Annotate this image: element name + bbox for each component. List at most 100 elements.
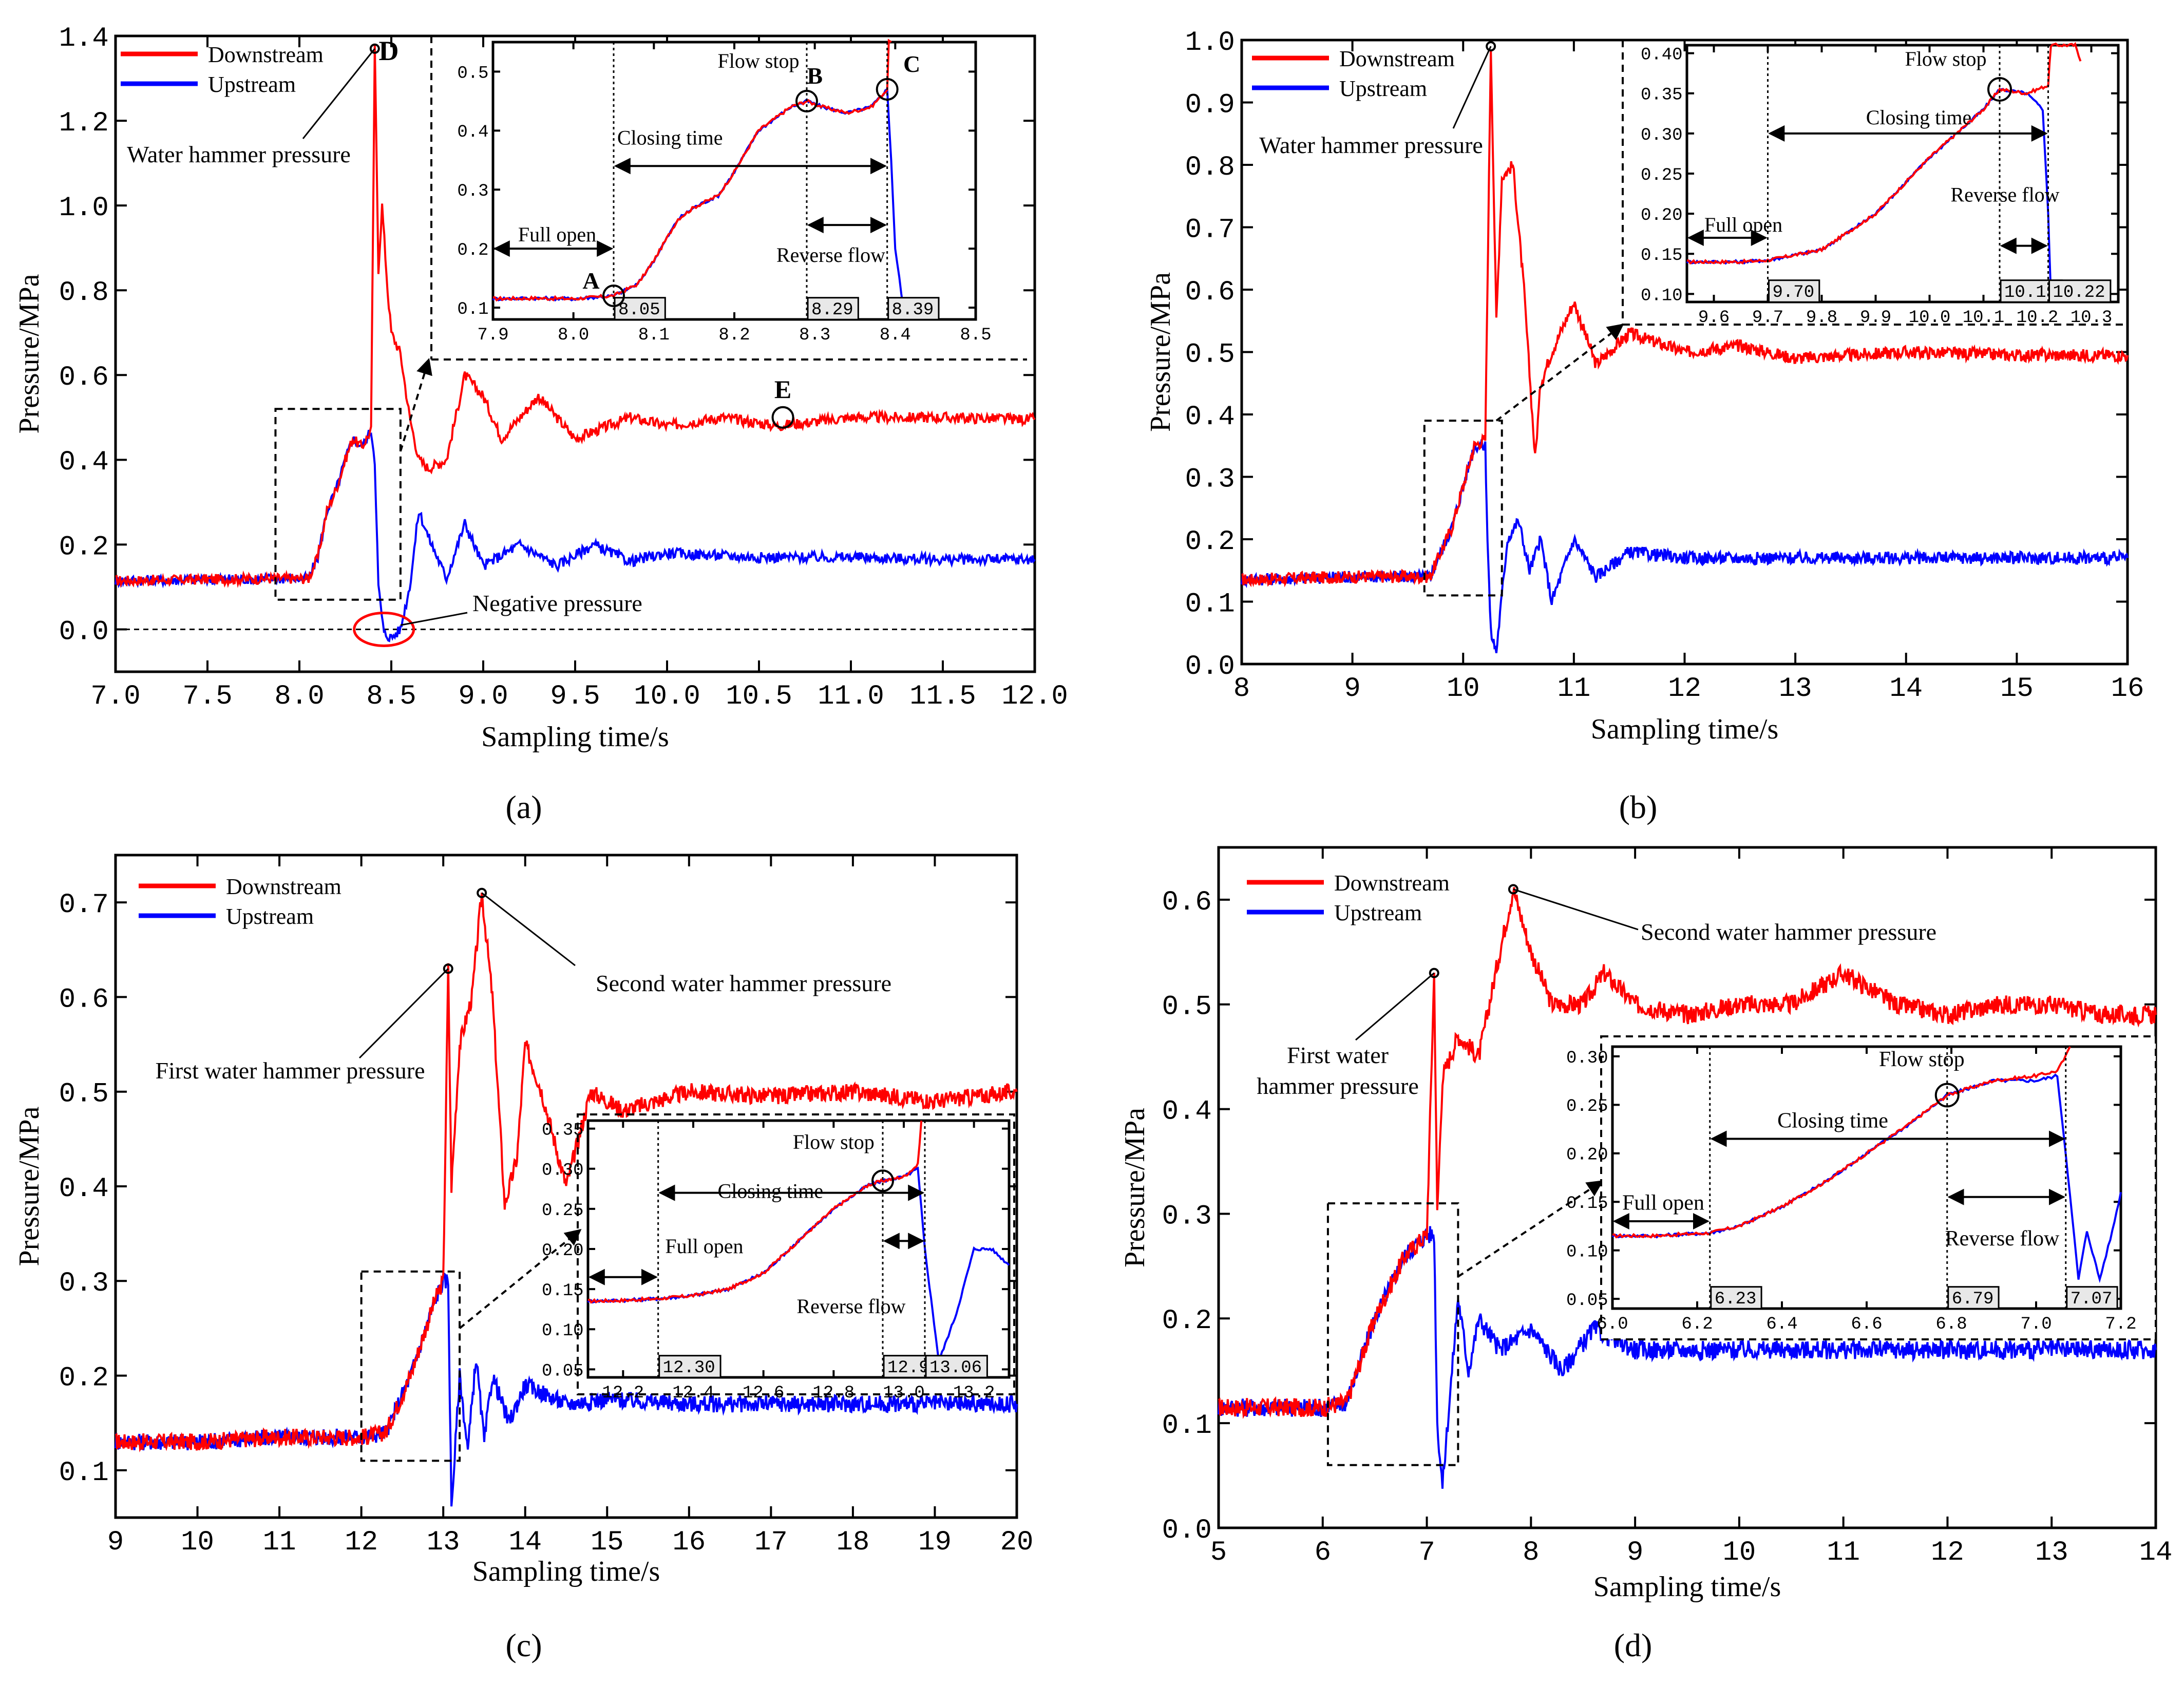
inset-x-tick-label: 8.2 — [718, 326, 750, 345]
closing-time-label: Closing time — [1866, 106, 1972, 129]
x-axis-title: Sampling time/s — [1593, 1571, 1781, 1603]
first-water-hammer-leader — [358, 968, 449, 1059]
y-tick-label: 0.6 — [59, 362, 109, 393]
flow-stop-circle — [1987, 77, 2012, 102]
inset-y-tick-label: 0.1 — [457, 300, 488, 319]
zoom-region-box — [360, 1270, 461, 1462]
inset-marker-label-box — [807, 297, 859, 320]
x-tick-label: 8.0 — [274, 681, 324, 712]
panel-a: 7.0 7.5 8.0 8.5 9.0 9.5 10.0 10.5 11.0 11.5 12.0 0.… — [13, 23, 1068, 825]
x-tick-label: 11 — [1827, 1537, 1860, 1568]
legend-upstream-label: Upstream — [1334, 900, 1422, 925]
inset-y-tick-label: 0.10 — [1566, 1243, 1608, 1262]
inset-y-tick-label: 0.2 — [457, 241, 488, 260]
y-tick-label: 0.4 — [1162, 1096, 1212, 1128]
x-tick-label: 20 — [1000, 1527, 1034, 1558]
y-tick-label: 0.2 — [59, 1362, 109, 1394]
inset-background — [493, 42, 976, 319]
x-tick-label: 12.0 — [1001, 681, 1068, 712]
x-tick-label: 10.0 — [634, 681, 700, 712]
first-peak-marker — [443, 963, 453, 974]
y-tick-label: 0.3 — [1185, 464, 1235, 495]
inset-x-tick-label: 8.0 — [558, 326, 589, 345]
zoom-arrow — [459, 1228, 582, 1329]
negative-pressure-leader — [400, 612, 468, 626]
x-tick-label: 16 — [672, 1527, 706, 1558]
x-tick-label: 13 — [427, 1527, 460, 1558]
inset-x-tick-label: 12.2 — [602, 1384, 644, 1403]
inset-x-tick-label: 9.8 — [1806, 308, 1837, 328]
zoom-region-box — [1423, 420, 1503, 597]
inset-x-tick-label: 10.0 — [1909, 308, 1951, 328]
water-hammer-leader — [1452, 46, 1492, 129]
inset-y-tick-label: 0.30 — [1566, 1049, 1608, 1068]
x-tick-label: 11 — [1557, 673, 1590, 705]
inset-y-tick-label: 0.15 — [542, 1281, 584, 1301]
inset-background — [588, 1121, 1009, 1377]
legend-upstream-label: Upstream — [1339, 76, 1427, 101]
inset-downstream-line — [492, 39, 892, 302]
flow-stop-circle — [1934, 1083, 1960, 1108]
x-tick-label: 17 — [754, 1527, 788, 1558]
inset-x-tick-label: 13.0 — [883, 1384, 925, 1403]
downstream-line — [1241, 50, 2129, 588]
reverse-flow-label: Reverse flow — [1950, 183, 2059, 206]
x-tick-label: 19 — [918, 1527, 952, 1558]
reverse-flow-label: Reverse flow — [776, 243, 885, 267]
inset-y-tick-label: 0.15 — [1641, 246, 1683, 266]
x-axis-title: Sampling time/s — [472, 1556, 660, 1587]
y-tick-label: 0.5 — [59, 1079, 109, 1110]
full-open-label: Full open — [1622, 1191, 1704, 1215]
inset-x-tick-label: 6.2 — [1681, 1315, 1713, 1334]
inset-marker-label-box — [1710, 1286, 1762, 1310]
y-tick-label: 1.0 — [1185, 27, 1235, 59]
first-water-hammer-label: First water hammer pressure — [155, 1057, 425, 1084]
inset-y-tick-label: 0.30 — [1641, 126, 1683, 145]
x-tick-label: 12 — [1668, 673, 1701, 705]
legend-downstream-label: Downstream — [208, 42, 324, 67]
inset-marker-label-box — [887, 297, 940, 320]
legend-downstream-label: Downstream — [1334, 870, 1450, 896]
legend-upstream-label: Upstream — [208, 72, 296, 97]
inset-background — [1612, 1047, 2121, 1309]
inset-x-tick-label: 13.2 — [953, 1384, 995, 1403]
upstream-line — [1241, 439, 2129, 653]
inset-x-tick-label: 10.3 — [2071, 308, 2113, 328]
second-water-hammer-leader — [481, 892, 576, 967]
zoom-region-box — [1326, 1202, 1459, 1466]
peak-marker-d — [369, 43, 380, 54]
reverse-flow-label: Reverse flow — [1945, 1227, 2060, 1251]
flow-stop-label: Flow stop — [1879, 1048, 1965, 1071]
inset-marker-label-box — [1947, 1286, 2000, 1310]
downstream-line — [115, 44, 1036, 589]
y-tick-label: 0.5 — [1185, 339, 1235, 370]
y-axis-title: Pressure/MPa — [1119, 1108, 1151, 1267]
inset-x-tick-label: 6.6 — [1851, 1315, 1882, 1334]
point-c-label: C — [903, 51, 920, 77]
first-water-hammer-label-1: First water — [1287, 1042, 1389, 1068]
y-tick-label: 0.0 — [1162, 1515, 1212, 1546]
y-tick-label: 0.7 — [59, 889, 109, 921]
point-d-label: D — [379, 35, 399, 66]
x-tick-label: 9 — [107, 1527, 124, 1558]
inset-y-tick-label: 0.10 — [1641, 286, 1683, 306]
inset-y-tick-label: 0.40 — [1641, 46, 1683, 65]
y-tick-label: 0.2 — [1185, 526, 1235, 558]
x-tick-label: 6 — [1315, 1537, 1331, 1568]
x-tick-label: 9.0 — [458, 681, 508, 712]
panel-label-d: (d) — [1614, 1627, 1653, 1663]
point-c-circle — [876, 78, 899, 101]
x-tick-label: 13 — [1779, 673, 1812, 705]
point-e-label: E — [774, 375, 791, 404]
inset-marker-label: 9.70 — [1773, 283, 1815, 302]
inset-marker-label: 8.05 — [618, 300, 660, 320]
inset-marker-label-box — [925, 1355, 988, 1378]
y-tick-label: 0.1 — [59, 1457, 109, 1489]
y-tick-label: 0.1 — [1162, 1410, 1212, 1442]
closing-time-label: Closing time — [617, 126, 723, 149]
second-water-hammer-leader — [1513, 888, 1639, 931]
x-tick-label: 12 — [1931, 1537, 1964, 1568]
x-tick-label: 5 — [1210, 1537, 1227, 1568]
second-water-hammer-label: Second water hammer pressure — [1641, 919, 1936, 945]
inset-y-tick-label: 0.4 — [457, 123, 488, 142]
